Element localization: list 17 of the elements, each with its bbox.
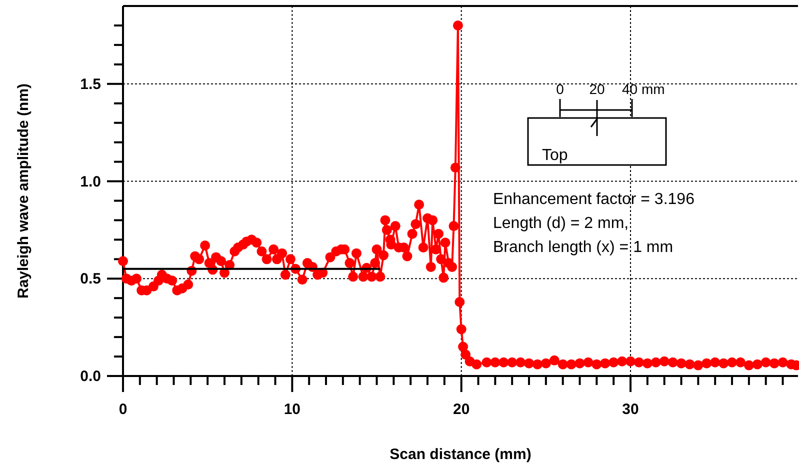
annotation: 40 mm [622, 81, 665, 97]
x-tick-label: 30 [622, 401, 639, 418]
y-tick-label: 0.5 [80, 270, 101, 288]
x-tick-label: 10 [284, 401, 301, 418]
x-tick-label: 0 [118, 401, 128, 418]
annotation: Top [542, 147, 568, 164]
y-tick-label: 1.5 [80, 76, 101, 93]
y-axis-title: Rayleigh wave amplitude (nm) [15, 83, 32, 299]
annotation: Length (d) = 2 mm, [493, 215, 629, 232]
annotation: 20 [589, 81, 605, 97]
x-axis-title: Scan distance (mm) [390, 446, 532, 463]
annotation: 0 [556, 81, 564, 97]
x-tick-label: 20 [453, 401, 470, 418]
y-tick-label: 1.0 [80, 173, 101, 190]
annotation: Enhancement factor = 3.196 [493, 191, 695, 208]
y-tick-label: 0.0 [80, 368, 101, 385]
annotation: Branch length (x) = 1 mm [493, 239, 674, 256]
